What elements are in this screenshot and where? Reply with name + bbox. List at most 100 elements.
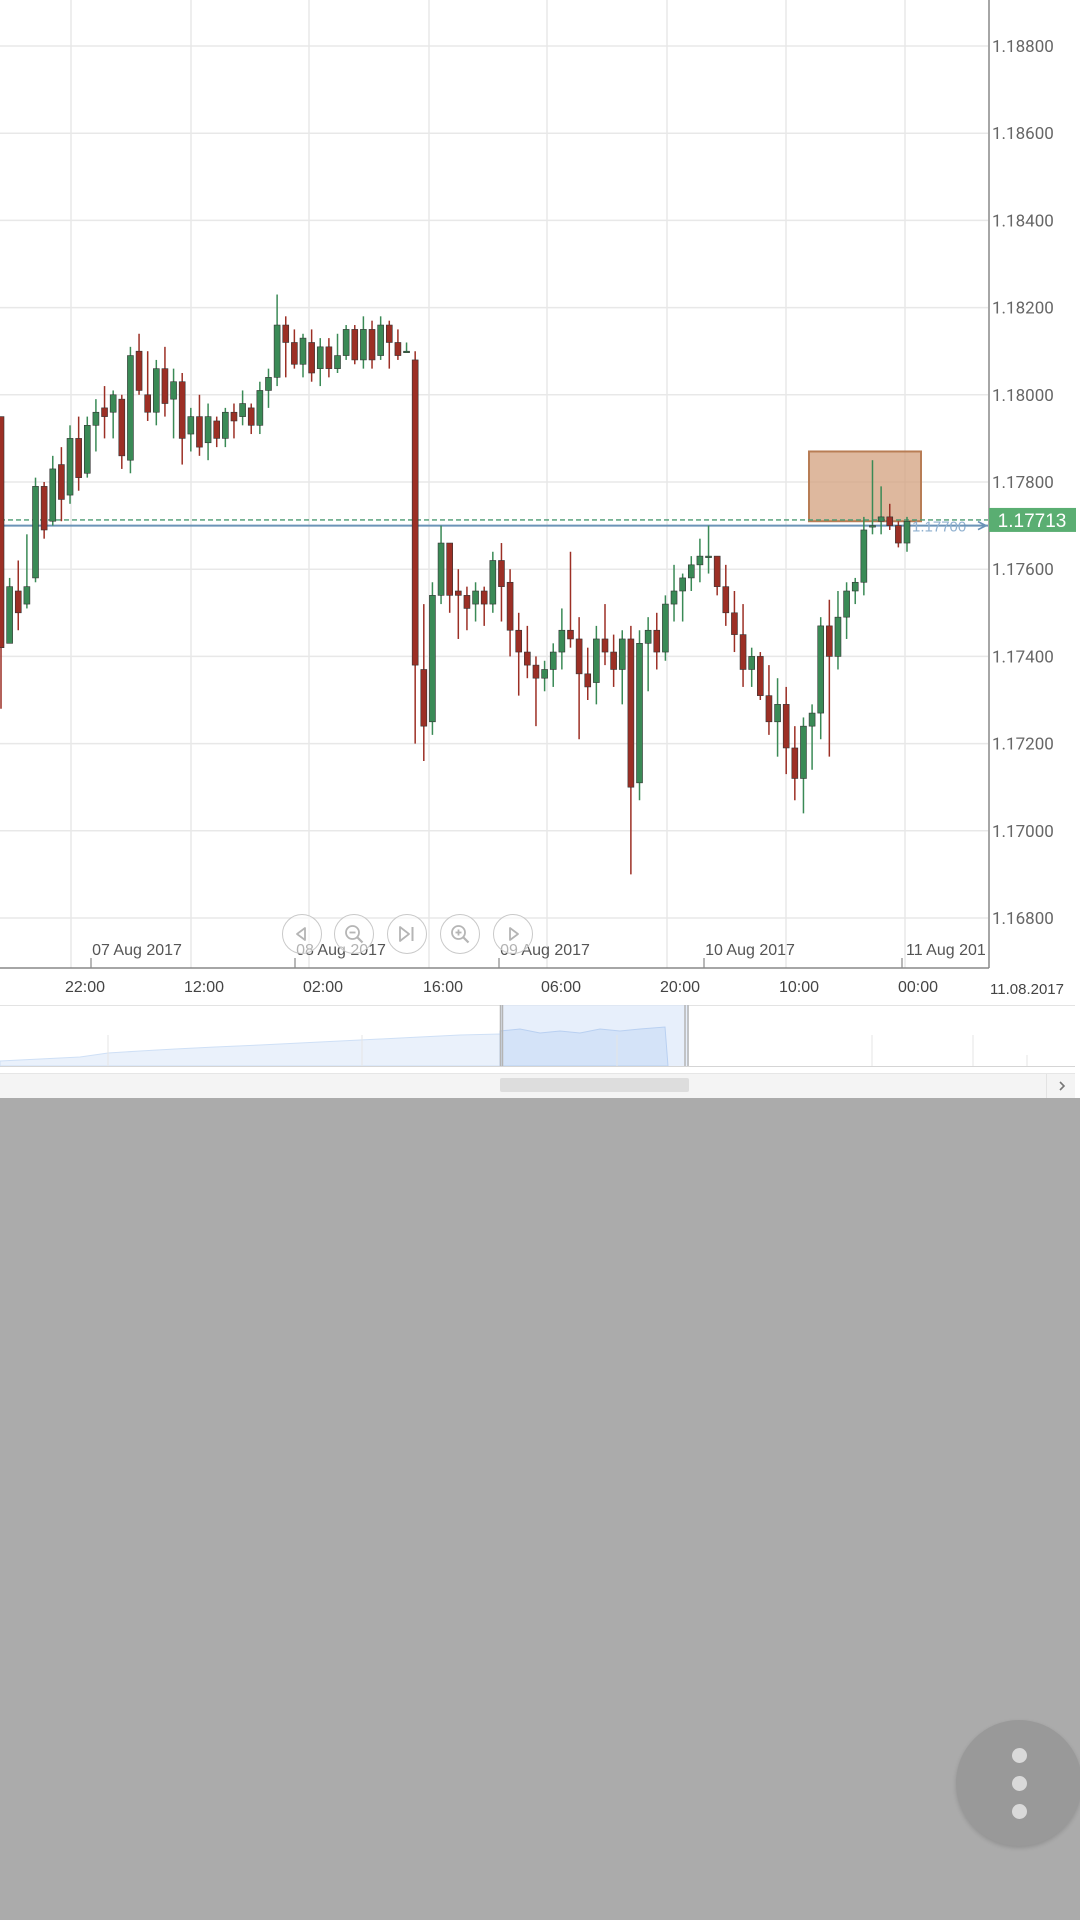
y-tick-label: 1.18400 — [992, 211, 1054, 231]
candle-body — [273, 324, 281, 378]
candle-body — [670, 590, 678, 605]
candle-body — [299, 337, 307, 365]
candle-body — [247, 407, 255, 426]
y-tick-label: 1.17000 — [992, 822, 1054, 842]
navigator[interactable] — [0, 1005, 1075, 1071]
order-level-label: 1.17700 — [912, 519, 966, 536]
chart-panel[interactable]: 1.17700 1.16800 1.17000 1.17200 1.17400 1.17… — [0, 0, 1080, 1098]
triangle-left-icon — [296, 927, 306, 941]
candle-body — [187, 416, 195, 435]
candle-body — [722, 586, 730, 614]
candle-body — [58, 464, 65, 500]
date-label: 11 Aug 201 — [906, 942, 986, 959]
candle-body — [636, 643, 643, 784]
highlight-zone[interactable] — [808, 450, 922, 523]
candle-body — [420, 669, 428, 727]
highlight-zone-rect[interactable] — [808, 450, 922, 523]
candle-body — [75, 438, 82, 478]
scrollbar-thumb[interactable] — [500, 1078, 689, 1092]
y-axis: 1.16800 1.17000 1.17200 1.17400 1.17600 1.178… — [0, 0, 1076, 969]
dot — [1011, 1775, 1027, 1791]
time-label: 22:00 — [65, 979, 105, 996]
candle-body — [627, 638, 635, 788]
zoom-out-button[interactable] — [334, 914, 374, 954]
scrollbar-right-arrow[interactable] — [1046, 1074, 1076, 1098]
scrollbar[interactable] — [0, 1073, 1075, 1098]
candle-body — [705, 555, 712, 558]
candle-body — [558, 629, 566, 653]
scroll-right-button[interactable] — [493, 914, 533, 954]
chevron-right-icon — [1058, 1081, 1065, 1091]
y-tick-label: 1.16800 — [992, 909, 1054, 929]
y-tick-label: 1.17600 — [992, 560, 1054, 580]
candle-body — [14, 590, 22, 614]
candle-body — [903, 520, 911, 544]
candle-body — [498, 560, 505, 587]
candle-body — [109, 394, 117, 413]
candle-body — [429, 595, 436, 723]
candle-body — [23, 586, 31, 605]
candle-body — [549, 651, 557, 670]
time-label: 20:00 — [660, 979, 700, 996]
grid — [0, 0, 988, 968]
candles — [0, 294, 911, 875]
candle-body — [239, 403, 246, 417]
go-to-latest-button[interactable] — [387, 914, 427, 954]
candle-body — [593, 638, 600, 683]
x-axis: 07 Aug 2017 08 Aug 2017 09 Aug 2017 10 Aug … — [65, 942, 1064, 998]
candle-body — [83, 425, 91, 474]
candle-body — [739, 634, 747, 670]
candle-body — [895, 525, 902, 544]
candle-body — [308, 342, 315, 374]
candle-body — [601, 638, 609, 653]
candle-body — [368, 329, 376, 361]
time-label: 16:00 — [423, 979, 463, 996]
y-tick-label: 1.17800 — [992, 473, 1054, 493]
y-tick-label: 1.17200 — [992, 735, 1054, 755]
candle-body — [6, 586, 13, 644]
candle-body — [394, 342, 402, 356]
candle-body — [135, 350, 143, 391]
y-tick-label: 1.18800 — [992, 37, 1054, 57]
candle-body — [265, 377, 272, 391]
candle-body — [49, 468, 57, 522]
candle-body — [342, 329, 350, 356]
dot — [1011, 1803, 1027, 1819]
candle-body — [610, 651, 617, 670]
candle-body — [618, 638, 626, 670]
candle-body — [808, 712, 816, 727]
candle-body — [127, 355, 134, 461]
scroll-left-button[interactable] — [282, 914, 322, 954]
zoom-in-button[interactable] — [440, 914, 480, 954]
date-label: 10 Aug 2017 — [705, 942, 795, 959]
candle-body — [446, 542, 453, 596]
candle-body — [687, 564, 695, 579]
time-label: 06:00 — [541, 979, 581, 996]
candle-body — [782, 704, 790, 749]
candle-body — [403, 350, 410, 354]
candle-body — [118, 398, 126, 457]
candle-body — [256, 390, 264, 426]
candle-body — [360, 329, 367, 361]
candle-body — [869, 525, 876, 528]
candle-body — [170, 381, 177, 400]
price-chart[interactable]: 1.17700 1.16800 1.17000 1.17200 1.17400 1.17… — [0, 0, 1080, 1005]
candle-body — [0, 416, 5, 648]
candle-body — [40, 486, 48, 531]
candle-body — [713, 555, 721, 587]
skip-to-end-icon — [399, 926, 414, 942]
zoom-out-icon — [345, 925, 364, 944]
candle-body — [204, 416, 212, 444]
candle-body — [696, 555, 704, 566]
candle-body — [92, 411, 100, 426]
menu-fab-button[interactable] — [956, 1720, 1080, 1846]
candle-body — [800, 725, 807, 779]
price-levels: 1.17700 — [0, 519, 988, 536]
candle-body — [851, 581, 859, 592]
time-label: 00:00 — [898, 979, 938, 996]
candle-body — [153, 368, 160, 413]
candle-body — [524, 651, 531, 666]
candle-body — [515, 629, 523, 653]
candle-body — [385, 324, 393, 343]
candle-body — [584, 673, 592, 688]
